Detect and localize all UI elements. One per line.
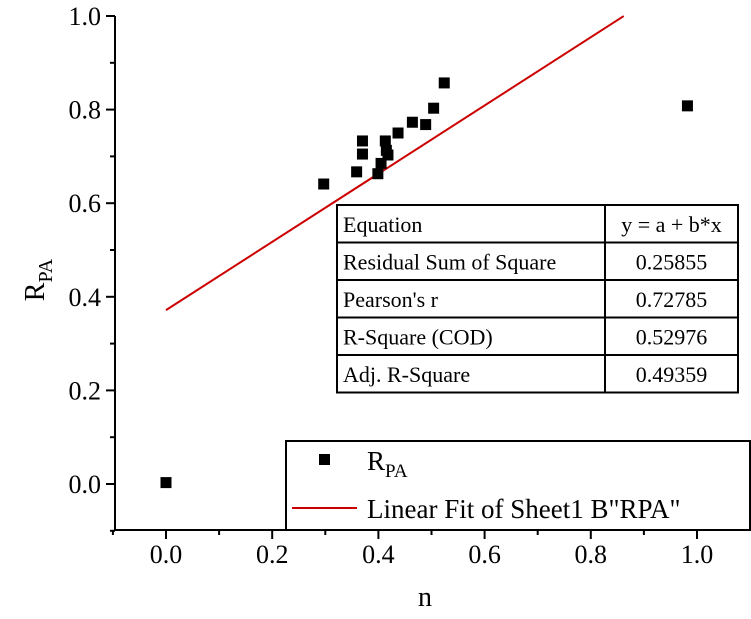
stats-table-value: 0.49359 <box>636 362 708 387</box>
legend-box <box>285 440 751 531</box>
x-axis-title: n <box>418 582 432 613</box>
data-point <box>681 100 693 112</box>
data-point <box>356 148 368 160</box>
stats-table-value: 0.72785 <box>636 287 708 312</box>
y-tick-label: 0.2 <box>69 376 102 405</box>
data-point <box>420 119 432 131</box>
x-tick-label: 0.0 <box>150 540 183 569</box>
stats-table: Equation y = a + b*x Residual Sum of Squar… <box>336 204 739 394</box>
y-axis-title-sub: PA <box>35 258 57 282</box>
y-tick-label: 0.0 <box>69 470 102 499</box>
stats-table-label: Residual Sum of Square <box>343 250 556 275</box>
data-point <box>379 135 391 147</box>
x-tick-label: 0.8 <box>575 540 608 569</box>
data-point <box>318 178 330 190</box>
data-point <box>382 149 394 161</box>
stats-table-border <box>336 204 739 394</box>
y-axis-title-main: R <box>20 282 51 301</box>
data-point <box>392 127 404 139</box>
data-point <box>372 168 384 180</box>
stats-table-label: Equation <box>343 212 422 237</box>
data-point <box>438 77 450 89</box>
linear-fit-line <box>165 15 625 311</box>
fit-layer <box>165 15 625 311</box>
data-point <box>351 166 363 178</box>
stats-table-value: y = a + b*x <box>621 212 722 237</box>
legend-label-rpa: RPA <box>367 446 408 482</box>
x-tick-label: 1.0 <box>681 540 714 569</box>
data-point <box>406 116 418 128</box>
data-point <box>160 477 172 489</box>
legend-marker-square <box>319 454 330 465</box>
y-tick-label: 0.4 <box>69 283 102 312</box>
stats-table-value: 0.52976 <box>636 325 708 350</box>
legend: RPA Linear Fit of Sheet1 B"RPA" <box>285 440 751 531</box>
data-point <box>375 157 387 169</box>
legend-label-linear-fit: Linear Fit of Sheet1 B"RPA" <box>367 494 681 524</box>
stats-table-label: Pearson's r <box>343 287 439 312</box>
x-tick-label: 0.6 <box>468 540 501 569</box>
stats-table-label: Adj. R-Square <box>343 362 470 387</box>
data-point <box>356 135 368 147</box>
svg-text:RPA: RPA <box>20 258 57 301</box>
x-tick-label: 0.4 <box>362 540 395 569</box>
points-layer <box>160 77 693 489</box>
y-tick-label: 0.6 <box>69 189 102 218</box>
x-tick-label: 0.2 <box>256 540 289 569</box>
y-axis-title: RPA <box>20 258 57 301</box>
y-tick-label: 0.8 <box>69 96 102 125</box>
y-tick-label: 1.0 <box>69 2 102 31</box>
stats-table-value: 0.25855 <box>636 250 708 275</box>
tick-labels: 0.0 0.2 0.4 0.6 0.8 1.0 0.0 0.2 0.4 0.6 0.8 1.0 <box>69 2 714 569</box>
data-point <box>428 102 440 114</box>
stats-table-label: R-Square (COD) <box>343 325 493 350</box>
